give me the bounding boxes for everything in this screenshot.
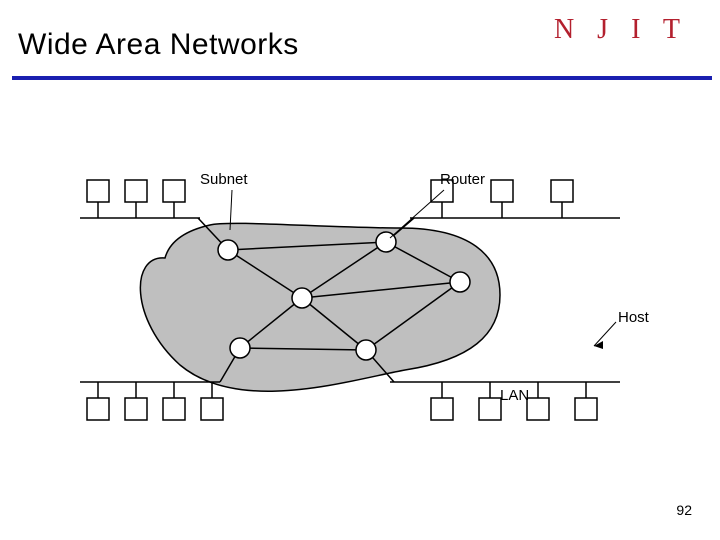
- host-node: [527, 398, 549, 420]
- label-pointer: [594, 322, 616, 346]
- host-node: [87, 398, 109, 420]
- host-node: [575, 398, 597, 420]
- label-router: Router: [440, 171, 485, 188]
- router-node: [218, 240, 238, 260]
- host-node: [163, 398, 185, 420]
- header-rule: [12, 76, 712, 80]
- host-node: [125, 180, 147, 202]
- njit-logo: N J I T: [554, 14, 688, 46]
- network-svg: Subnet Router Host LAN: [70, 170, 650, 430]
- host-node: [491, 180, 513, 202]
- host-node: [163, 180, 185, 202]
- host-node: [87, 180, 109, 202]
- page-number: 92: [676, 502, 692, 518]
- subnet-blob: [140, 223, 500, 391]
- router-node: [292, 288, 312, 308]
- host-node: [125, 398, 147, 420]
- host-node: [479, 398, 501, 420]
- router-node: [450, 272, 470, 292]
- host-node: [201, 398, 223, 420]
- page-title: Wide Area Networks: [18, 28, 299, 62]
- label-host: Host: [618, 309, 650, 326]
- label-lan: LAN: [500, 387, 529, 404]
- host-node: [431, 398, 453, 420]
- router-node: [230, 338, 250, 358]
- router-node: [356, 340, 376, 360]
- label-subnet: Subnet: [200, 171, 248, 188]
- wan-diagram: Subnet Router Host LAN: [70, 170, 650, 430]
- host-node: [551, 180, 573, 202]
